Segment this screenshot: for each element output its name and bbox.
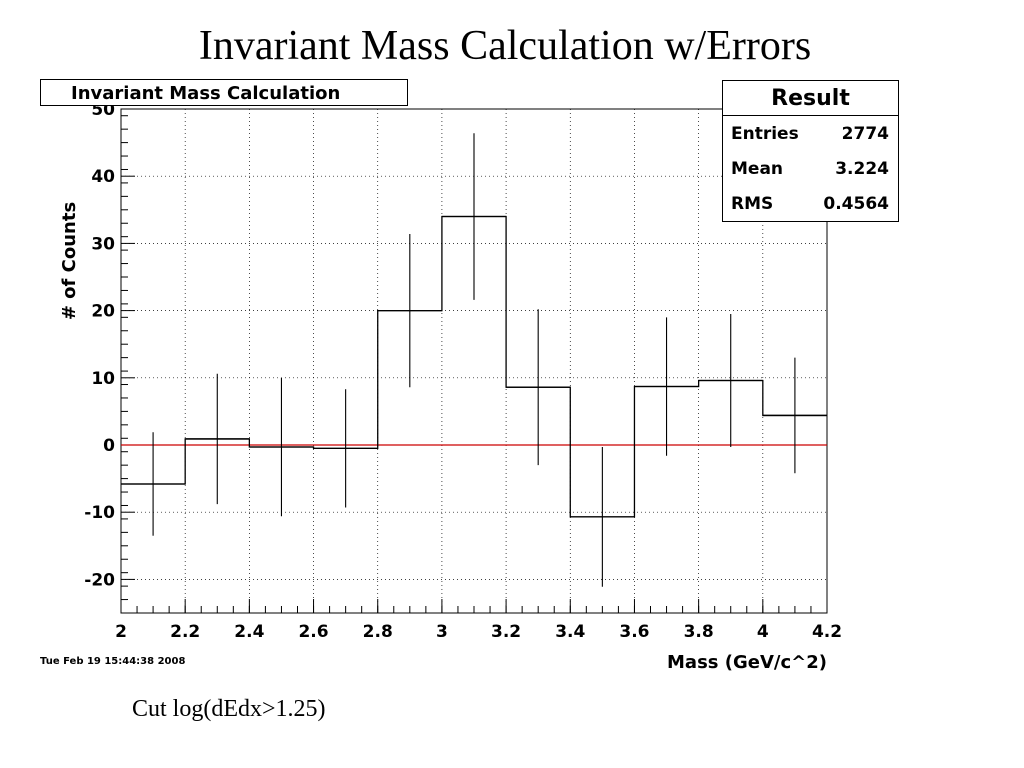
stats-row-entries: Entries 2774 — [723, 116, 898, 151]
stats-row-mean: Mean 3.224 — [723, 151, 898, 186]
error-bars — [152, 133, 796, 587]
x-axis-title: Mass (GeV/c^2) — [667, 652, 827, 673]
x-tick-label: 3.2 — [491, 622, 521, 642]
x-tick-label: 3.8 — [684, 622, 714, 642]
plot-frame — [120, 108, 828, 614]
x-tick-label: 2 — [115, 622, 127, 642]
y-tick-label: 10 — [91, 369, 115, 389]
x-tick-label: 3.4 — [555, 622, 585, 642]
stats-row-rms: RMS 0.4564 — [723, 186, 898, 221]
x-tick-label: 2.2 — [170, 622, 200, 642]
stats-box: Result Entries 2774 Mean 3.224 RMS 0.456… — [722, 80, 899, 222]
stats-label: Mean — [731, 159, 784, 179]
x-tick-label: 3 — [436, 622, 448, 642]
x-tick-label: 4.2 — [812, 622, 842, 642]
x-tick-label: 2.6 — [298, 622, 328, 642]
slide-title: Invariant Mass Calculation w/Errors — [198, 23, 812, 69]
y-axis-title: # of Counts — [59, 202, 80, 320]
stats-value: 0.4564 — [823, 194, 889, 214]
plot-title: Invariant Mass Calculation — [40, 79, 408, 106]
stats-header: Result — [723, 81, 898, 116]
y-tick-label: 0 — [103, 436, 115, 456]
cut-note: Cut log(dEdx>1.25) — [132, 696, 326, 722]
stats-label: Entries — [731, 124, 799, 144]
stats-value: 3.224 — [835, 159, 889, 179]
stats-value: 2774 — [841, 124, 889, 144]
x-tick-label: 2.4 — [234, 622, 264, 642]
y-tick-label: -20 — [84, 570, 115, 590]
stats-label: RMS — [731, 194, 774, 214]
y-tick-label: 20 — [91, 302, 115, 322]
y-tick-label: 30 — [91, 234, 115, 254]
x-tick-labels: 2 2.2 2.4 2.6 2.8 3 3.2 3.4 3.6 3.8 4 4.2 — [115, 622, 842, 642]
x-tick-label: 4 — [757, 622, 769, 642]
y-tick-label: 40 — [91, 167, 115, 187]
x-tick-label: 2.8 — [363, 622, 393, 642]
x-tick-label: 3.6 — [619, 622, 649, 642]
y-tick-label: -10 — [84, 503, 115, 523]
timestamp: Tue Feb 19 15:44:38 2008 — [40, 656, 186, 667]
axis-ticks — [120, 108, 828, 614]
